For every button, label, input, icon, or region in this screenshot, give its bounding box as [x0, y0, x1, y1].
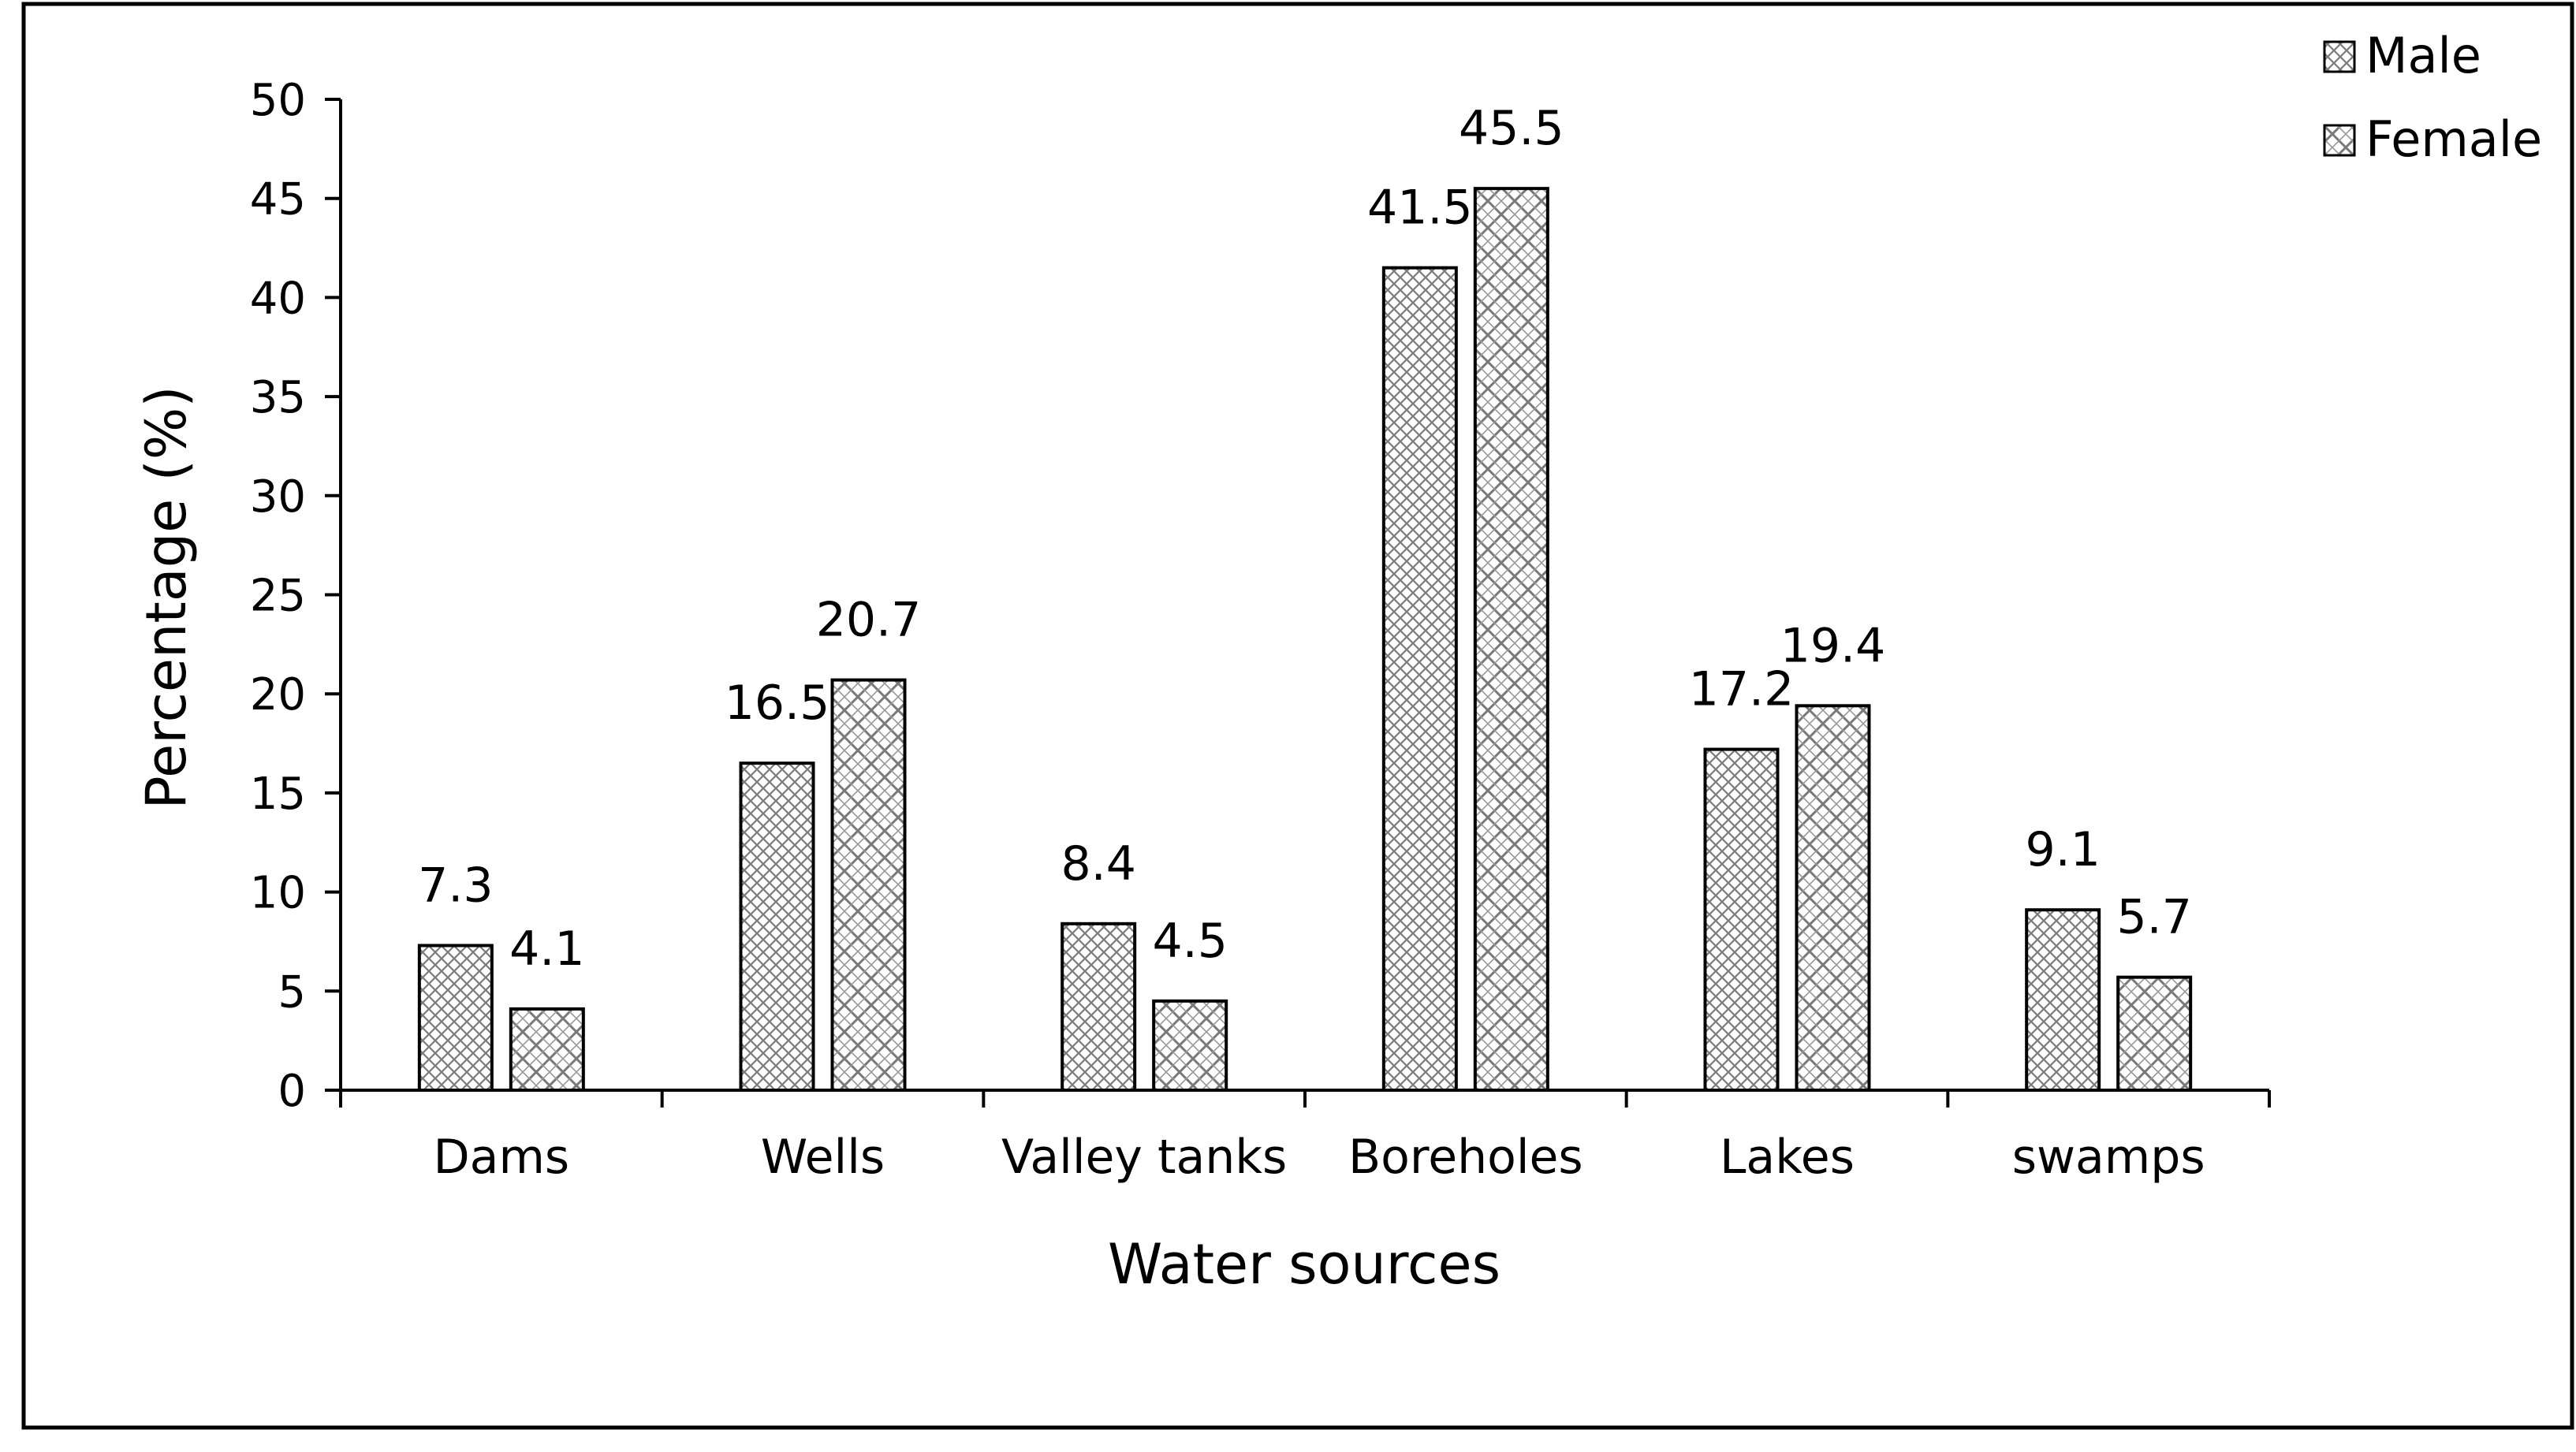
category-label: Wells: [761, 1130, 885, 1185]
bar-male: [1703, 747, 1780, 1092]
bar-male: [417, 944, 494, 1093]
category-label: Dams: [433, 1130, 569, 1185]
legend-swatch-male: [2323, 40, 2356, 73]
y-tick-label: 5: [278, 966, 306, 1018]
y-tick-label: 10: [250, 868, 306, 919]
data-label-female: 45.5: [1459, 101, 1564, 156]
legend-label-male: Male: [2365, 27, 2481, 84]
category-label: Valley tanks: [1001, 1130, 1287, 1185]
data-label-male: 17.2: [1689, 662, 1795, 717]
legend-label-female: Female: [2365, 110, 2542, 168]
bar-male: [739, 761, 815, 1092]
y-tick-label: 30: [250, 471, 306, 523]
y-tick-label: 40: [250, 273, 306, 324]
y-tick-label: 20: [250, 669, 306, 720]
category-label: Boreholes: [1348, 1130, 1583, 1185]
legend-swatch-female: [2323, 124, 2356, 157]
bar-female: [1473, 187, 1549, 1092]
data-label-female: 4.5: [1152, 914, 1227, 969]
y-tick-label: 15: [250, 769, 306, 820]
y-tick-label: 25: [250, 571, 306, 622]
bar-female: [2116, 975, 2193, 1093]
bar-male: [1381, 266, 1458, 1093]
data-label-male: 41.5: [1367, 181, 1473, 236]
plot-area: 0 5 10 15 20 25 30 35 40 45 50 Dams Wells Valley tank…: [250, 75, 2271, 1185]
data-label-male: 8.4: [1061, 836, 1135, 892]
y-tick-label: 0: [278, 1066, 306, 1117]
y-tick-label: 50: [250, 75, 306, 126]
bar-male: [2025, 908, 2101, 1092]
data-label-female: 19.4: [1780, 618, 1886, 673]
bar-female: [1152, 999, 1228, 1092]
bar-female: [1795, 704, 1871, 1092]
category-label: Lakes: [1720, 1130, 1855, 1185]
bar-male: [1061, 921, 1137, 1092]
data-label-male: 16.5: [725, 676, 830, 731]
y-tick-label: 45: [250, 174, 306, 225]
legend-item-female: Female: [2323, 110, 2542, 168]
data-label-female: 5.7: [2116, 890, 2191, 945]
category-label: swamps: [2012, 1130, 2205, 1185]
data-label-female: 20.7: [816, 593, 922, 648]
data-label-female: 4.1: [509, 921, 584, 977]
y-tick-label: 35: [250, 372, 306, 423]
y-axis-title: Percentage (%): [134, 385, 199, 809]
x-axis-title: Water sources: [1108, 1232, 1500, 1297]
outer-border: [21, 2, 2574, 1430]
legend-item-male: Male: [2323, 27, 2481, 84]
bar-female: [830, 678, 907, 1092]
bar-female: [509, 1007, 585, 1093]
data-label-male: 7.3: [418, 858, 493, 913]
legend: Male Female: [2323, 27, 2542, 168]
data-label-male: 9.1: [2025, 822, 2100, 877]
